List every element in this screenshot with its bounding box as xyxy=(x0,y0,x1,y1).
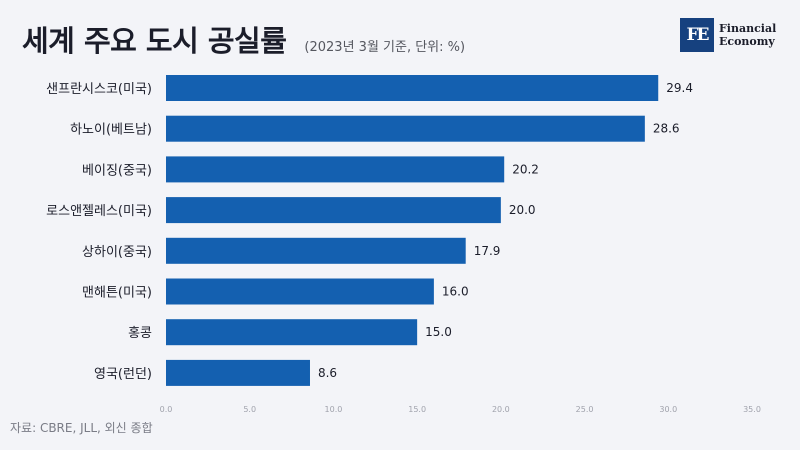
category-label: 상하이(중국) xyxy=(82,245,152,260)
title-row: 세계 주요 도시 공실률 (2023년 3월 기준, 단위: %) xyxy=(22,18,465,68)
bar xyxy=(166,237,466,264)
x-tick-label: 35.0 xyxy=(743,405,761,414)
value-label: 16.0 xyxy=(442,285,469,299)
value-label: 8.6 xyxy=(318,366,337,380)
bar xyxy=(166,115,645,142)
x-tick-label: 15.0 xyxy=(408,405,426,414)
category-label: 로스앤젤레스(미국) xyxy=(46,204,152,219)
value-label: 28.6 xyxy=(653,122,680,136)
category-label: 영국(런던) xyxy=(94,367,152,382)
chart-subtitle: (2023년 3월 기준, 단위: %) xyxy=(304,40,466,55)
logo-wordmark: Financial Economy xyxy=(719,22,776,48)
category-label: 홍콩 xyxy=(128,326,152,341)
bar xyxy=(166,75,659,101)
value-label: 15.0 xyxy=(425,325,452,339)
x-tick-label: 5.0 xyxy=(243,405,256,414)
bar xyxy=(166,359,310,386)
x-tick-label: 30.0 xyxy=(659,405,677,414)
publisher-logo: FE Financial Economy xyxy=(680,18,776,52)
bar xyxy=(166,197,501,224)
source-note: 자료: CBRE, JLL, 외신 종합 xyxy=(10,421,153,435)
logo-line-1: Financial xyxy=(719,22,777,35)
value-label: 20.2 xyxy=(512,162,539,176)
bar xyxy=(166,278,434,305)
logo-mark: FE xyxy=(680,18,714,52)
value-label: 29.4 xyxy=(666,81,693,95)
value-label: 17.9 xyxy=(474,244,501,258)
bar xyxy=(166,319,418,346)
chart-title: 세계 주요 도시 공실률 xyxy=(22,24,287,58)
logo-line-2: Economy xyxy=(719,35,775,48)
x-tick-label: 0.0 xyxy=(160,405,173,414)
value-label: 20.0 xyxy=(509,203,536,217)
x-tick-label: 25.0 xyxy=(576,405,594,414)
x-tick-label: 20.0 xyxy=(492,405,510,414)
category-label: 베이징(중국) xyxy=(82,163,152,178)
category-label: 샌프란시스코(미국) xyxy=(46,82,152,97)
x-tick-label: 10.0 xyxy=(325,405,343,414)
bar xyxy=(166,156,505,183)
category-label: 맨해튼(미국) xyxy=(82,286,152,301)
category-label: 하노이(베트남) xyxy=(70,123,152,138)
